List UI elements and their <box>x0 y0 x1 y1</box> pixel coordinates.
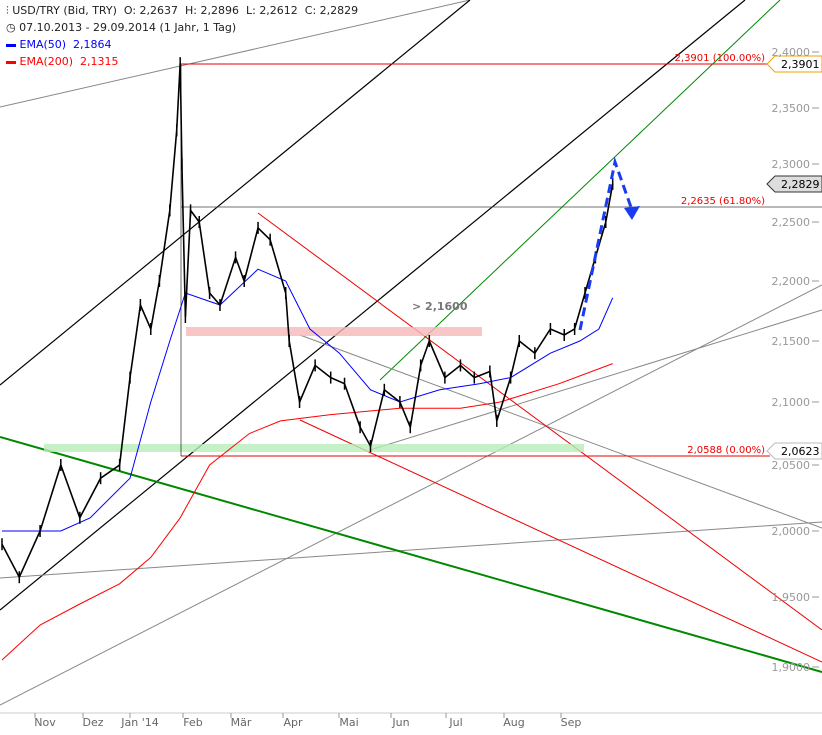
clock-icon: ◷ <box>6 21 16 34</box>
trendchannel-black-lower <box>0 0 746 611</box>
y-tick-label: 2,0500 <box>772 459 811 472</box>
price-tag-low-text: 2,0623 <box>781 445 820 458</box>
trendline-gray-long <box>0 284 822 706</box>
x-tick-label: Mai <box>339 716 358 729</box>
trendline-red-1 <box>257 212 822 631</box>
trendline-gray-top <box>0 0 471 108</box>
price-tag-last-text: 2,2829 <box>781 178 820 191</box>
y-tick-label: 2,0000 <box>772 525 811 538</box>
price-tag-low <box>766 442 822 460</box>
ema50-label: EMA(50) 2,1864 <box>19 38 112 51</box>
ema50-legend: EMA(50) 2,1864 <box>6 38 112 51</box>
y-tick-label: 2,2000 <box>772 275 811 288</box>
x-tick-label: Nov <box>34 716 56 729</box>
trendline-gray-support <box>369 309 822 451</box>
series-line-usd-try <box>1 63 614 580</box>
y-tick-label: 1,9000 <box>772 661 811 674</box>
forecast-arrowhead-icon <box>624 206 640 220</box>
ema200-label: EMA(200) 2,1315 <box>19 55 119 68</box>
forecast-arrow <box>578 156 634 331</box>
y-tick-label: 2,1500 <box>772 335 811 348</box>
trendline-green-down <box>0 436 822 673</box>
x-tick-label: Dez <box>82 716 103 729</box>
fib-618-label: 2,2635 (61.80%) <box>681 196 765 207</box>
trendline-gray-down <box>299 334 822 529</box>
ema50-swatch-icon <box>6 43 16 47</box>
ema200-legend: EMA(200) 2,1315 <box>6 55 119 68</box>
x-tick-label: Jan '14 <box>120 716 158 729</box>
resistance-zone <box>186 327 482 336</box>
x-tick-label: Jul <box>448 716 462 729</box>
x-tick-label: Mär <box>231 716 252 729</box>
y-tick-label: 2,1000 <box>772 396 811 409</box>
y-tick-label: 2,3500 <box>772 102 811 115</box>
range-row: ◷ 07.10.2013 - 29.09.2014 (1 Jahr, 1 Tag… <box>6 21 236 34</box>
x-tick-label: Jun <box>391 716 409 729</box>
price-tag-last <box>766 175 822 193</box>
trendline-green-up <box>379 0 781 381</box>
x-tick-label: Aug <box>503 716 524 729</box>
y-tick-label: 2,3000 <box>772 158 811 171</box>
y-tick-label: 2,4000 <box>772 46 811 59</box>
series-line-ema-50- <box>2 268 614 532</box>
fib-100-label: 2,3901 (100.00%) <box>675 53 766 64</box>
ohlc-values: O: 2,2637 H: 2,2896 L: 2,2612 C: 2,2829 <box>123 4 359 17</box>
price-tag-high-text: 2,3901 <box>781 58 820 71</box>
ema200-swatch-icon <box>6 60 16 64</box>
x-tick-label: Sep <box>561 716 582 729</box>
zone-label: > 2,1600 <box>412 300 468 313</box>
support-zone <box>44 444 584 452</box>
trendline-gray-flat <box>0 521 822 579</box>
series-line-ema-200- <box>1 363 613 661</box>
price-tag-high <box>766 55 822 73</box>
trendline-red-2 <box>299 419 822 663</box>
y-tick-label: 2,2500 <box>772 216 811 229</box>
instrument-name: USD/TRY (Bid, TRY) <box>12 4 117 17</box>
x-tick-label: Feb <box>183 716 202 729</box>
y-tick-label: 1,9500 <box>772 591 811 604</box>
instrument-header: ⫶ USD/TRY (Bid, TRY) O: 2,2637 H: 2,2896… <box>6 4 358 18</box>
x-tick-label: Apr <box>283 716 303 729</box>
fib-0-label: 2,0588 (0.00%) <box>687 445 765 456</box>
candlestick-icon: ⫶ <box>6 4 9 17</box>
date-range: 07.10.2013 - 29.09.2014 (1 Jahr, 1 Tag) <box>19 21 237 34</box>
